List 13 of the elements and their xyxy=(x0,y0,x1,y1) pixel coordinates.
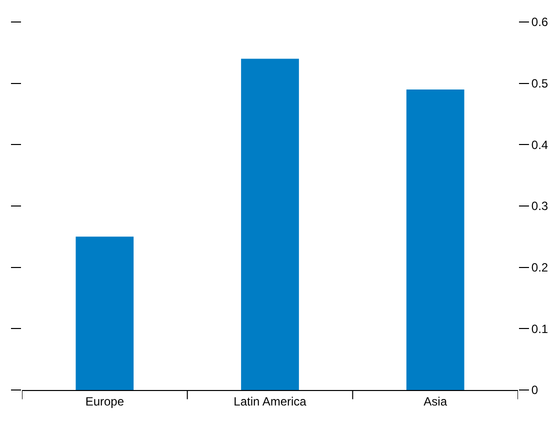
y-tick-label: 0 xyxy=(531,383,538,398)
x-tick-label: Asia xyxy=(424,394,448,408)
x-tick-label: Europe xyxy=(85,394,124,408)
y-tick-label: 0.5 xyxy=(531,76,548,91)
y-tick-label: 0.1 xyxy=(531,322,548,336)
bar xyxy=(241,58,299,390)
x-tick-label: Latin America xyxy=(234,394,307,408)
bar xyxy=(76,236,134,390)
y-tick-label: 0.3 xyxy=(531,199,548,214)
y-tick-label: 0.2 xyxy=(531,260,548,275)
y-tick-label: 0.6 xyxy=(531,15,548,30)
y-tick-label: 0.4 xyxy=(531,138,548,152)
bar xyxy=(406,89,464,390)
